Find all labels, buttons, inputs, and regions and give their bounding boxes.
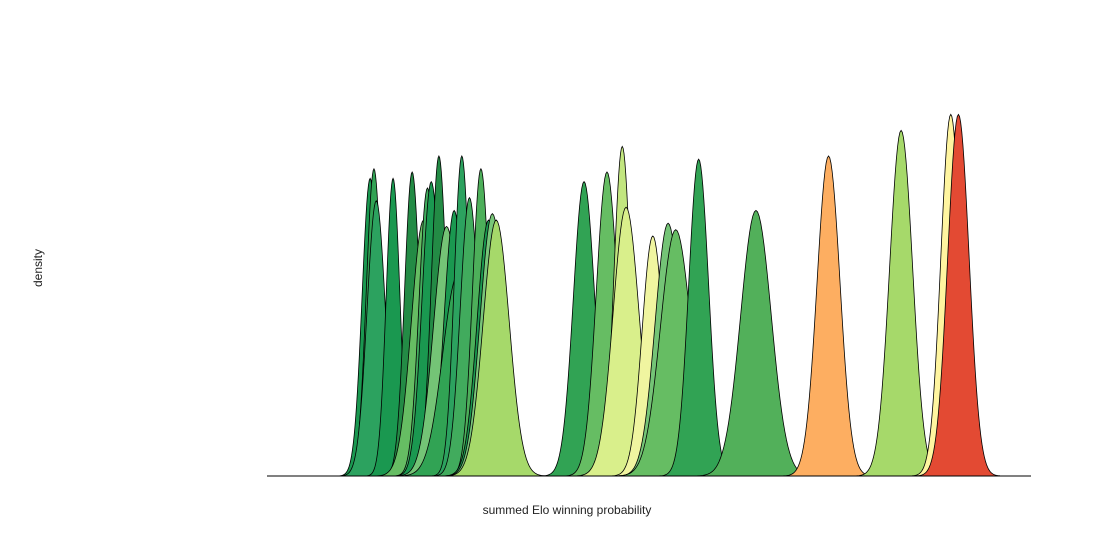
x-axis-label: summed Elo winning probability — [483, 503, 652, 517]
density-curve-28 — [780, 155, 878, 477]
density-curve-18 — [441, 219, 552, 477]
density-curve-31 — [913, 113, 1004, 477]
y-axis-label: density — [31, 249, 45, 287]
density-curves — [336, 113, 1004, 477]
